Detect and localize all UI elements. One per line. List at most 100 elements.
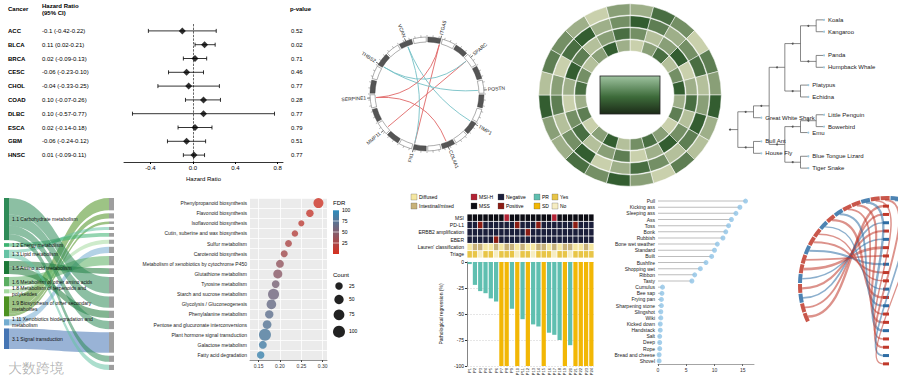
svg-text:1.5 Amino acid metabolism: 1.5 Amino acid metabolism [12,265,72,271]
svg-text:Rope: Rope [643,346,655,352]
svg-text:P7: P7 [499,367,504,373]
svg-text:0.10 (-0.57-0.77): 0.10 (-0.57-0.77) [42,111,87,117]
svg-text:Pathological regression (%): Pathological regression (%) [438,283,444,344]
svg-text:P24: P24 [589,367,594,375]
svg-text:P3: P3 [478,367,483,373]
svg-text:COAD: COAD [8,97,26,103]
svg-text:Triage: Triage [450,251,464,257]
svg-text:FN1: FN1 [406,152,414,163]
svg-text:Humpback Whale: Humpback Whale [828,64,876,70]
svg-text:P6: P6 [494,367,499,373]
svg-text:Lauren' classification: Lauren' classification [418,244,464,250]
svg-text:0.02: 0.02 [291,42,303,48]
svg-text:0.10 (-0.07-0.26): 0.10 (-0.07-0.26) [42,97,87,103]
svg-text:CESC: CESC [8,69,25,75]
svg-text:0.01 (-0.09-0.11): 0.01 (-0.09-0.11) [42,152,86,158]
svg-text:POSTN: POSTN [488,85,506,92]
svg-text:GBM: GBM [8,138,22,144]
svg-text:0.71: 0.71 [291,56,303,62]
svg-text:PR: PR [542,194,549,200]
svg-text:Bone wet weather: Bone wet weather [615,241,655,247]
svg-text:25: 25 [342,240,348,246]
svg-text:polyketides: polyketides [12,291,38,297]
svg-text:0.20: 0.20 [275,363,285,369]
svg-text:1.6 Metabolism of other amino: 1.6 Metabolism of other amino acids [12,279,93,285]
svg-text:Ribbon: Ribbon [639,272,655,278]
svg-text:P1: P1 [467,367,472,373]
svg-text:Kangaroo: Kangaroo [828,29,855,35]
svg-text:Built: Built [645,253,655,259]
svg-text:-50: -50 [457,311,464,317]
svg-text:Sleeping ass: Sleeping ass [626,210,655,216]
svg-text:No: No [560,203,567,209]
svg-text:SERPINE1: SERPINE1 [341,95,366,103]
svg-text:metabolism: metabolism [12,322,38,328]
svg-text:ERBB2 amplification: ERBB2 amplification [418,229,464,235]
svg-text:FDR: FDR [333,200,346,206]
svg-text:Koala: Koala [828,17,844,23]
svg-text:P5: P5 [488,367,493,373]
svg-text:Wiki: Wiki [646,315,655,321]
svg-text:MSS: MSS [479,203,491,209]
svg-text:Pull: Pull [647,198,655,204]
svg-text:Bowerbird: Bowerbird [828,124,855,130]
svg-text:0: 0 [461,259,464,265]
svg-text:100: 100 [342,207,351,213]
svg-text:Sharpening stone: Sharpening stone [616,303,655,309]
svg-text:Cutin, suberine and wax biosyn: Cutin, suberine and wax biosynthesis [164,230,247,236]
svg-text:Cancer: Cancer [8,6,29,12]
svg-text:100: 100 [349,328,358,334]
svg-text:Sulfur metabolism: Sulfur metabolism [207,241,247,247]
svg-text:Tyrosine metabolism: Tyrosine metabolism [201,281,247,287]
svg-text:Glycolysis / Gluconeogenesis: Glycolysis / Gluconeogenesis [182,301,248,307]
svg-text:PD-L1: PD-L1 [450,222,464,228]
svg-text:Yes: Yes [560,194,569,200]
svg-text:Kicked down: Kicked down [627,321,656,327]
svg-text:Panda: Panda [828,52,846,58]
svg-text:Toss: Toss [645,223,656,229]
svg-text:Count: Count [333,272,349,278]
svg-text:0: 0 [657,367,660,373]
svg-text:P9: P9 [509,367,514,373]
svg-text:Tasty: Tasty [643,278,655,284]
svg-text:P21: P21 [573,367,578,375]
svg-text:0.4: 0.4 [231,165,240,171]
svg-text:Bread and cheese: Bread and cheese [614,352,655,358]
svg-text:Deep: Deep [643,339,655,345]
svg-text:Kicking ass: Kicking ass [630,204,656,210]
svg-text:Positive: Positive [506,203,524,209]
svg-text:MSI-H: MSI-H [479,194,494,200]
svg-text:Cumulus: Cumulus [635,284,655,290]
svg-text:Rubbish: Rubbish [637,235,656,241]
svg-text:P11: P11 [520,367,525,375]
svg-text:Bull Ant: Bull Ant [765,138,786,144]
svg-text:0.51: 0.51 [291,138,303,144]
svg-text:-0.04 (-0.33-0.25): -0.04 (-0.33-0.25) [42,83,89,89]
svg-text:Frying pan: Frying pan [631,296,655,302]
svg-text:Handstack: Handstack [631,327,655,333]
svg-text:Tiger Snake: Tiger Snake [812,165,845,171]
svg-text:0.15: 0.15 [254,363,264,369]
svg-text:-0.4: -0.4 [145,165,156,171]
svg-text:5: 5 [685,367,688,373]
svg-text:P19: P19 [562,367,567,375]
svg-text:Slingshot: Slingshot [634,309,655,315]
svg-text:Great White Shark: Great White Shark [765,115,815,121]
svg-text:P13: P13 [531,367,536,375]
svg-text:-0.06 (-0.23-0.10): -0.06 (-0.23-0.10) [42,69,89,75]
svg-text:75: 75 [342,218,348,224]
svg-text:-25: -25 [457,285,464,291]
svg-text:VCAN: VCAN [397,23,408,38]
svg-text:Hazard Ratio: Hazard Ratio [186,176,222,182]
svg-text:0.25: 0.25 [296,363,306,369]
svg-text:0.11 (0.02-0.21): 0.11 (0.02-0.21) [42,42,84,48]
svg-text:Echidna: Echidna [812,94,834,100]
svg-text:-0.1 (-0.42-0.22): -0.1 (-0.42-0.22) [42,28,85,34]
svg-text:Starch and sucrose metabolism: Starch and sucrose metabolism [177,291,247,297]
svg-text:HNSC: HNSC [8,152,26,158]
svg-text:Intestinal/mixed: Intestinal/mixed [419,203,454,209]
svg-text:25: 25 [349,283,355,289]
svg-text:Diffused: Diffused [419,194,437,200]
svg-text:Plant hormone signal transduct: Plant hormone signal transduction [171,332,247,338]
svg-text:Platypus: Platypus [812,82,835,88]
